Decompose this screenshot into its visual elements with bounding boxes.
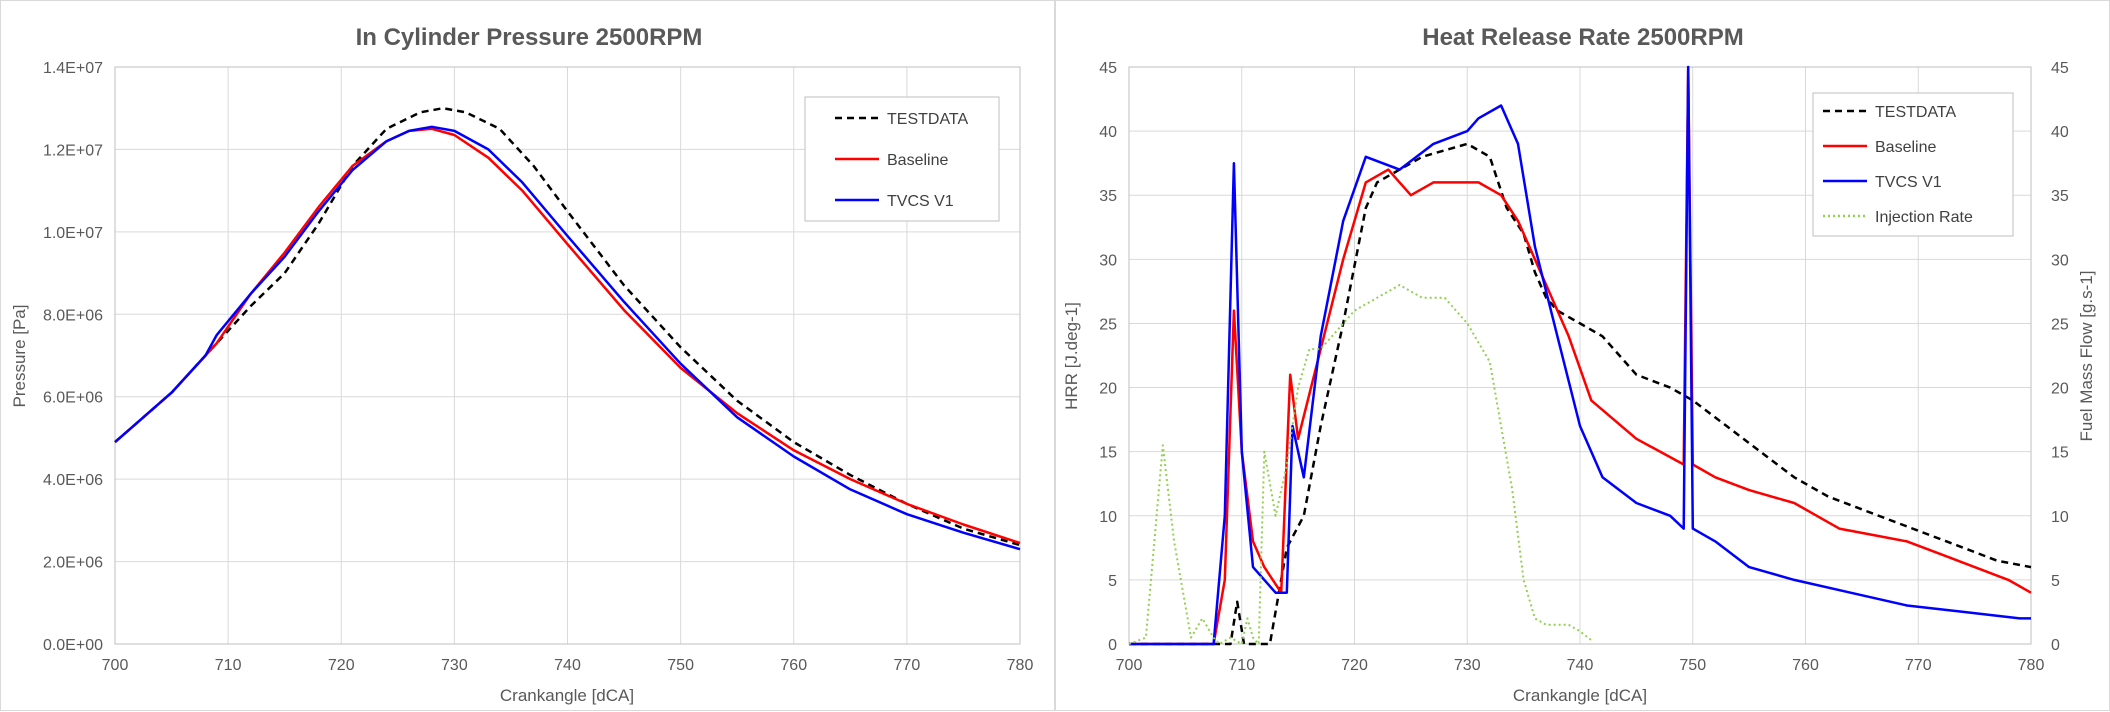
y-tick-label: 35 — [1099, 188, 1117, 205]
x-tick-label: 750 — [1679, 657, 1706, 674]
y-tick-label: 15 — [1099, 445, 1117, 462]
chart-title: In Cylinder Pressure 2500RPM — [356, 24, 703, 51]
x-tick-label: 760 — [780, 657, 807, 674]
series-lines — [114, 106, 1021, 551]
hrr-chart: Heat Release Rate 2500RPM 700 710 720 730 74… — [1062, 24, 2096, 705]
x-tick-label: 770 — [894, 657, 921, 674]
y2-tick-label: 0 — [2051, 637, 2060, 654]
x-tick-label: 700 — [1116, 657, 1143, 674]
series-line-tvcs-v1 — [114, 125, 1021, 551]
x-tick-label: 780 — [1007, 657, 1034, 674]
plot-area — [114, 66, 1021, 645]
x-axis-ticks: 700 710 720 730 740 750 760 770 780 — [1116, 657, 2045, 674]
y2-tick-label: 15 — [2051, 445, 2069, 462]
legend: TESTDATA Baseline TVCS V1 — [804, 96, 1000, 222]
x-axis-ticks: 700 710 720 730 740 750 760 770 780 — [102, 657, 1034, 674]
legend-label: TVCS V1 — [887, 193, 954, 210]
y-tick-label: 2.0E+06 — [43, 555, 103, 572]
legend: TESTDATA Baseline TVCS V1 Injection Rate — [1812, 92, 2014, 237]
y-axis-label: Pressure [Pa] — [10, 305, 29, 408]
hrr-chart-panel: Heat Release Rate 2500RPM 700 710 720 730 74… — [1055, 0, 2110, 711]
y-tick-label: 5 — [1108, 573, 1117, 590]
y2-axis-ticks: 0 5 10 15 20 25 30 35 40 45 — [2051, 60, 2069, 654]
y-tick-label: 1.0E+07 — [43, 225, 103, 242]
x-tick-label: 760 — [1792, 657, 1819, 674]
pressure-chart: In Cylinder Pressure 2500RPM 700 710 720 73… — [10, 24, 1034, 705]
legend-label: TVCS V1 — [1875, 174, 1942, 191]
y-axis-ticks: 0.0E+00 2.0E+06 4.0E+06 6.0E+06 8.0E+06 1.0E+… — [43, 60, 103, 654]
y2-tick-label: 20 — [2051, 381, 2069, 398]
y2-axis-label: Fuel Mass Flow [g.s-1] — [2077, 271, 2096, 442]
y2-tick-label: 10 — [2051, 509, 2069, 526]
series-lines — [1128, 65, 2032, 646]
x-tick-label: 780 — [2018, 657, 2045, 674]
legend-label: Baseline — [1875, 139, 1936, 156]
x-tick-label: 730 — [1454, 657, 1481, 674]
x-tick-label: 710 — [215, 657, 242, 674]
y2-tick-label: 45 — [2051, 60, 2069, 77]
y-tick-label: 25 — [1099, 316, 1117, 333]
x-tick-label: 730 — [441, 657, 468, 674]
series-line-baseline — [1129, 65, 2032, 646]
x-axis-label: Crankangle [dCA] — [1513, 686, 1647, 705]
y-tick-label: 45 — [1099, 60, 1117, 77]
x-tick-label: 740 — [1567, 657, 1594, 674]
y-tick-label: 20 — [1099, 381, 1117, 398]
y-tick-label: 0.0E+00 — [43, 637, 103, 654]
x-tick-label: 740 — [554, 657, 581, 674]
plot-area — [1128, 66, 2032, 645]
x-tick-label: 770 — [1905, 657, 1932, 674]
y-tick-label: 6.0E+06 — [43, 390, 103, 407]
y-tick-label: 30 — [1099, 252, 1117, 269]
x-tick-label: 700 — [102, 657, 129, 674]
pressure-chart-panel: In Cylinder Pressure 2500RPM 700 710 720 73… — [0, 0, 1055, 711]
legend-label: TESTDATA — [1875, 104, 1957, 121]
y-tick-label: 1.4E+07 — [43, 60, 103, 77]
x-tick-label: 720 — [328, 657, 355, 674]
legend-label: TESTDATA — [887, 111, 969, 128]
y2-tick-label: 40 — [2051, 124, 2069, 141]
series-line-injection-rate — [1128, 284, 1592, 645]
series-line-tvcs-v1 — [1129, 65, 2031, 646]
y2-tick-label: 25 — [2051, 316, 2069, 333]
x-tick-label: 710 — [1228, 657, 1255, 674]
y-axis-ticks: 0 5 10 15 20 25 30 35 40 45 — [1099, 60, 1117, 654]
y-axis-label: HRR [J.deg-1] — [1062, 302, 1081, 410]
x-tick-label: 750 — [667, 657, 694, 674]
y-tick-label: 4.0E+06 — [43, 472, 103, 489]
x-axis-label: Crankangle [dCA] — [500, 686, 634, 705]
y2-tick-label: 30 — [2051, 252, 2069, 269]
series-line-baseline — [114, 127, 1021, 545]
y2-tick-label: 5 — [2051, 573, 2060, 590]
y2-tick-label: 35 — [2051, 188, 2069, 205]
y-tick-label: 10 — [1099, 509, 1117, 526]
chart-title: Heat Release Rate 2500RPM — [1422, 24, 1744, 51]
legend-label: Baseline — [887, 152, 948, 169]
y-tick-label: 0 — [1108, 637, 1117, 654]
x-tick-label: 720 — [1341, 657, 1368, 674]
legend-box — [1812, 92, 2014, 237]
y-tick-label: 1.2E+07 — [43, 142, 103, 159]
y-tick-label: 40 — [1099, 124, 1117, 141]
legend-label: Injection Rate — [1875, 209, 1973, 226]
y-tick-label: 8.0E+06 — [43, 307, 103, 324]
series-line-testdata — [1129, 142, 2032, 646]
